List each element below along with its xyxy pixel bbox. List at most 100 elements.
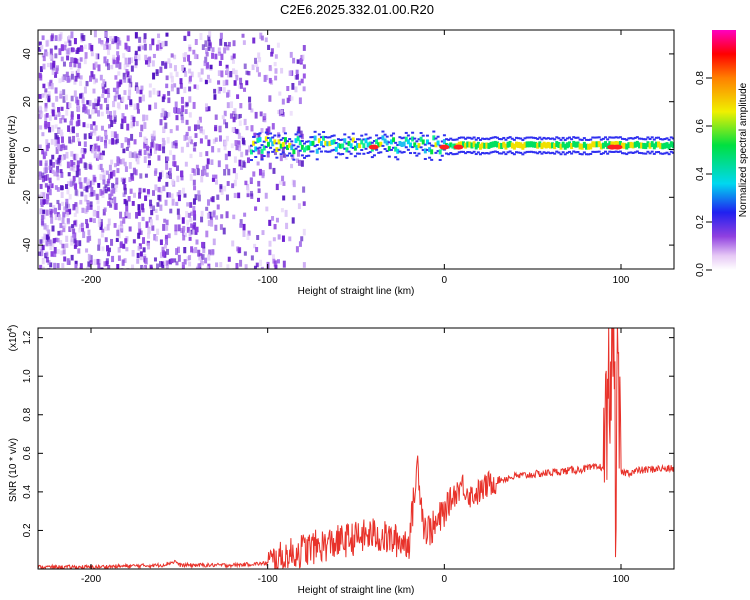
heatmap-noise-cell: [116, 238, 119, 242]
heatmap-noise-cell: [293, 180, 296, 187]
heatmap-noise-cell: [252, 38, 255, 44]
heatmap-noise-cell: [100, 155, 103, 159]
heatmap-noise-cell: [101, 168, 104, 172]
heatmap-noise-cell: [67, 125, 70, 132]
heatmap-noise-cell: [98, 239, 101, 245]
heatmap-noise-cell: [115, 178, 118, 185]
heatmap-band-edge: [413, 152, 416, 154]
heatmap-noise-cell: [116, 264, 119, 269]
heatmap-band-edge: [390, 149, 393, 151]
snr-series-line: [38, 304, 674, 569]
heatmap-noise-cell: [152, 73, 155, 80]
heatmap-band-edge: [386, 136, 389, 138]
heatmap-noise-cell: [231, 183, 234, 188]
heatmap-noise-cell: [65, 243, 68, 248]
heatmap-noise-cell: [210, 159, 213, 165]
heatmap-noise-cell: [74, 38, 77, 44]
heatmap-noise-cell: [111, 138, 114, 145]
heatmap-noise-cell: [221, 269, 224, 274]
heatmap-noise-cell: [188, 255, 191, 260]
heatmap-noise-cell: [80, 182, 83, 189]
heatmap-noise-cell: [100, 104, 103, 110]
heatmap-noise-cell: [248, 103, 251, 110]
heatmap-noise-cell: [116, 51, 119, 55]
heatmap-band-edge: [250, 159, 253, 161]
heatmap-noise-cell: [175, 143, 178, 149]
heatmap-noise-cell: [132, 201, 135, 206]
heatmap-noise-cell: [93, 177, 96, 182]
heatmap-noise-cell: [199, 33, 202, 40]
heatmap-noise-cell: [107, 49, 110, 55]
heatmap-noise-cell: [235, 263, 238, 269]
heatmap-noise-cell: [197, 168, 200, 175]
heatmap-noise-cell: [199, 78, 202, 82]
heatmap-noise-cell: [178, 255, 181, 262]
heatmap-noise-cell: [244, 64, 247, 70]
heatmap-noise-cell: [168, 233, 171, 238]
heatmap-noise-cell: [97, 183, 100, 188]
heatmap-noise-cell: [206, 165, 209, 170]
heatmap-noise-cell: [257, 198, 260, 202]
heatmap-band-edge: [581, 153, 584, 155]
heatmap-noise-cell: [125, 58, 128, 65]
heatmap-noise-cell: [274, 62, 277, 66]
heatmap-noise-cell: [116, 57, 119, 64]
heatmap-band-edge: [411, 132, 414, 134]
heatmap-noise-cell: [83, 148, 86, 154]
heatmap-noise-cell: [138, 37, 141, 43]
heatmap-noise-cell: [205, 80, 208, 84]
heatmap-noise-cell: [101, 191, 104, 195]
heatmap-noise-cell: [49, 166, 52, 170]
y-tick-label: 40: [22, 48, 33, 60]
heatmap-noise-cell: [96, 194, 99, 200]
heatmap-noise-cell: [205, 103, 208, 110]
heatmap-noise-cell: [168, 192, 171, 197]
heatmap-noise-cell: [129, 162, 132, 169]
heatmap-noise-cell: [174, 65, 177, 71]
heatmap-noise-cell: [220, 33, 223, 39]
heatmap-noise-cell: [181, 105, 184, 112]
heatmap-noise-cell: [89, 254, 92, 260]
heatmap-noise-cell: [79, 81, 82, 86]
heatmap-noise-cell: [68, 40, 71, 46]
heatmap-noise-cell: [116, 160, 119, 166]
heatmap-band-edge: [341, 153, 344, 155]
heatmap-noise-cell: [80, 47, 83, 52]
heatmap-noise-cell: [280, 109, 283, 113]
heatmap-noise-cell: [234, 156, 237, 162]
heatmap-noise-cell: [259, 260, 262, 266]
heatmap-noise-cell: [302, 55, 305, 60]
heatmap-noise-cell: [136, 121, 139, 126]
heatmap-noise-cell: [135, 32, 138, 38]
heatmap-noise-cell: [103, 57, 106, 64]
heatmap-noise-cell: [269, 163, 272, 170]
heatmap-band-edge: [413, 138, 416, 140]
heatmap-noise-cell: [243, 224, 246, 230]
heatmap-noise-cell: [60, 230, 63, 235]
heatmap-noise-cell: [40, 45, 43, 50]
heatmap-noise-cell: [180, 112, 183, 117]
heatmap-noise-cell: [167, 91, 170, 96]
heatmap-band-edge: [653, 139, 656, 141]
heatmap-noise-cell: [184, 259, 187, 264]
heatmap-noise-cell: [95, 79, 98, 83]
heatmap-noise-cell: [186, 220, 189, 226]
heatmap-band-edge: [583, 151, 586, 153]
heatmap-noise-cell: [226, 92, 229, 97]
heatmap-noise-cell: [49, 159, 52, 165]
heatmap-noise-cell: [95, 125, 98, 130]
heatmap-noise-cell: [190, 246, 193, 252]
heatmap-band-edge: [278, 134, 281, 136]
heatmap-noise-cell: [154, 257, 157, 261]
heatmap-noise-cell: [165, 33, 168, 37]
heatmap-noise-cell: [173, 107, 176, 113]
heatmap-noise-cell: [76, 100, 79, 105]
heatmap-noise-cell: [101, 126, 104, 131]
heatmap-noise-cell: [144, 195, 147, 201]
heatmap-noise-cell: [232, 68, 235, 74]
heatmap-noise-cell: [247, 157, 250, 163]
heatmap-noise-cell: [247, 187, 250, 193]
heatmap-noise-cell: [183, 193, 186, 197]
heatmap-noise-cell: [182, 217, 185, 224]
heatmap-noise-cell: [220, 54, 223, 60]
